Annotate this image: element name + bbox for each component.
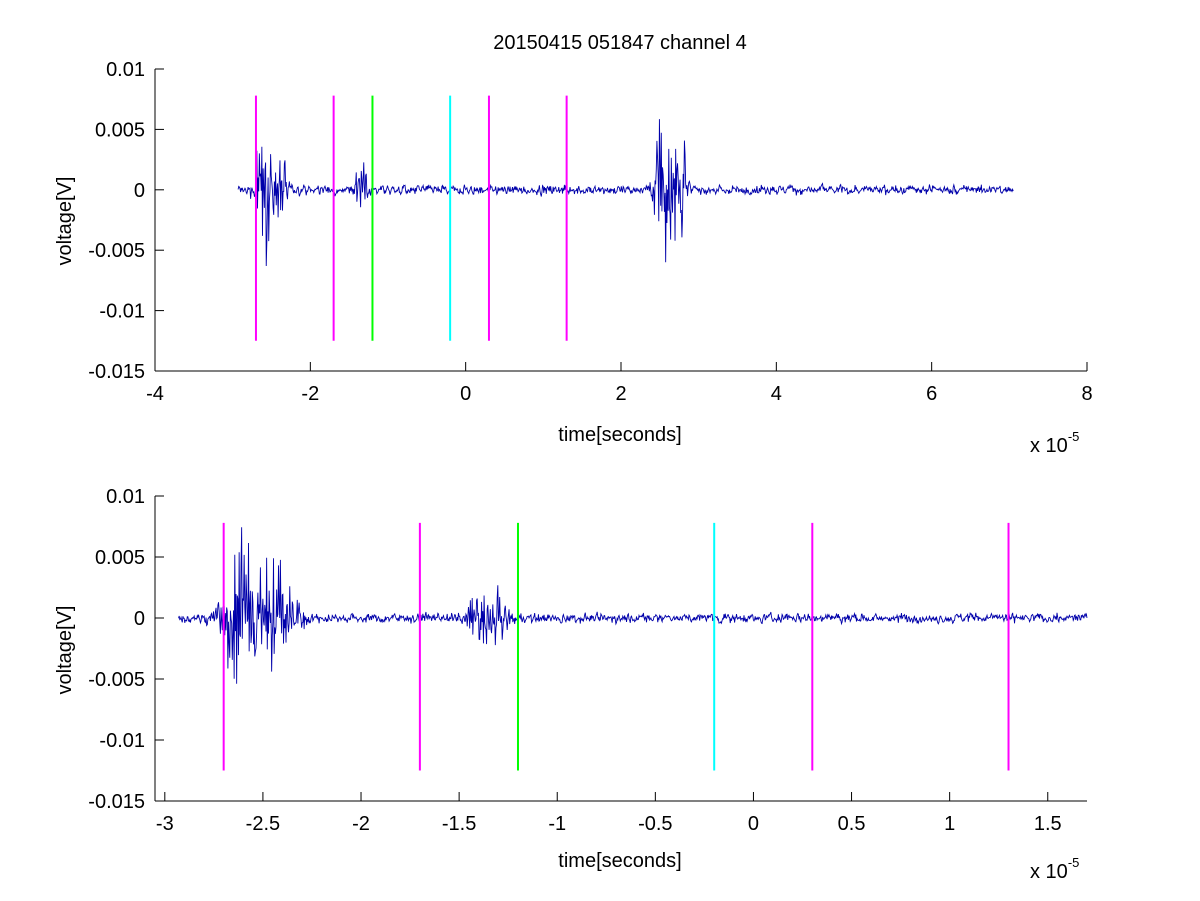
top-x-multiplier-exponent: -5 xyxy=(1068,429,1080,444)
bottom-x-tick-label: 1.5 xyxy=(1034,813,1062,835)
bottom-x-multiplier-base: x 10 xyxy=(1030,861,1068,883)
bottom-y-axis-label: voltage[V] xyxy=(54,606,76,695)
top-x-tick-label: -2 xyxy=(301,383,319,405)
top-signal-trace xyxy=(237,119,1014,267)
top-x-tick-label: 4 xyxy=(771,383,782,405)
top-y-tick-label: 0.005 xyxy=(95,119,145,141)
figure-title: 20150415 051847 channel 4 xyxy=(493,32,747,54)
top-y-tick-label: 0.01 xyxy=(106,59,145,81)
bottom-y-tick-label: -0.005 xyxy=(88,669,145,691)
bottom-panel: 0.01 0.005 0 -0.005 -0.01 -0.015 -3 -2.5 -2 -1.5 -… xyxy=(54,486,1088,883)
bottom-x-tick-label: -1 xyxy=(548,813,566,835)
bottom-x-tick-label: -0.5 xyxy=(638,813,672,835)
top-y-tick-label: -0.005 xyxy=(88,240,145,262)
top-y-axis-label: voltage[V] xyxy=(54,177,76,266)
bottom-y-tick-label: -0.015 xyxy=(88,791,145,813)
bottom-x-tick-label: 1 xyxy=(944,813,955,835)
top-x-tick-label: 2 xyxy=(615,383,626,405)
top-plot-area: 0.01 0.005 0 -0.005 -0.01 -0.015-4 -2 0 2 4 6 8 xyxy=(88,59,1092,405)
top-panel: 0.01 0.005 0 -0.005 -0.01 -0.015-4 -2 0 2 4 6 8 tim… xyxy=(54,59,1093,457)
top-x-tick-label: 6 xyxy=(926,383,937,405)
bottom-x-axis-label: time[seconds] xyxy=(558,850,681,872)
bottom-x-tick-label: -2.5 xyxy=(246,813,280,835)
bottom-x-multiplier-exponent: -5 xyxy=(1068,855,1080,870)
bottom-y-tick-label: -0.01 xyxy=(99,730,145,752)
bottom-plot-area: 0.01 0.005 0 -0.005 -0.01 -0.015 -3 -2.5 -2 -1.5 -… xyxy=(88,486,1088,835)
top-x-tick-label: -4 xyxy=(146,383,164,405)
top-x-multiplier: x 10-5 xyxy=(1030,429,1079,457)
bottom-x-tick-label: -1.5 xyxy=(442,813,476,835)
top-x-multiplier-base: x 10 xyxy=(1030,435,1068,457)
top-y-tick-label: -0.01 xyxy=(99,301,145,323)
top-x-tick-label: 8 xyxy=(1081,383,1092,405)
top-x-axis-label: time[seconds] xyxy=(558,424,681,446)
bottom-x-tick-label: 0.5 xyxy=(838,813,866,835)
top-y-tick-label: -0.015 xyxy=(88,361,145,383)
bottom-y-tick-label: 0.01 xyxy=(106,486,145,508)
bottom-y-tick-label: 0 xyxy=(134,608,145,630)
bottom-x-tick-label: -2 xyxy=(352,813,370,835)
bottom-signal-trace xyxy=(178,527,1088,684)
bottom-x-multiplier: x 10-5 xyxy=(1030,855,1079,883)
bottom-x-tick-label: -3 xyxy=(156,813,174,835)
top-x-tick-label: 0 xyxy=(460,383,471,405)
bottom-x-tick-label: 0 xyxy=(748,813,759,835)
top-y-tick-label: 0 xyxy=(134,180,145,202)
bottom-y-tick-label: 0.005 xyxy=(95,547,145,569)
